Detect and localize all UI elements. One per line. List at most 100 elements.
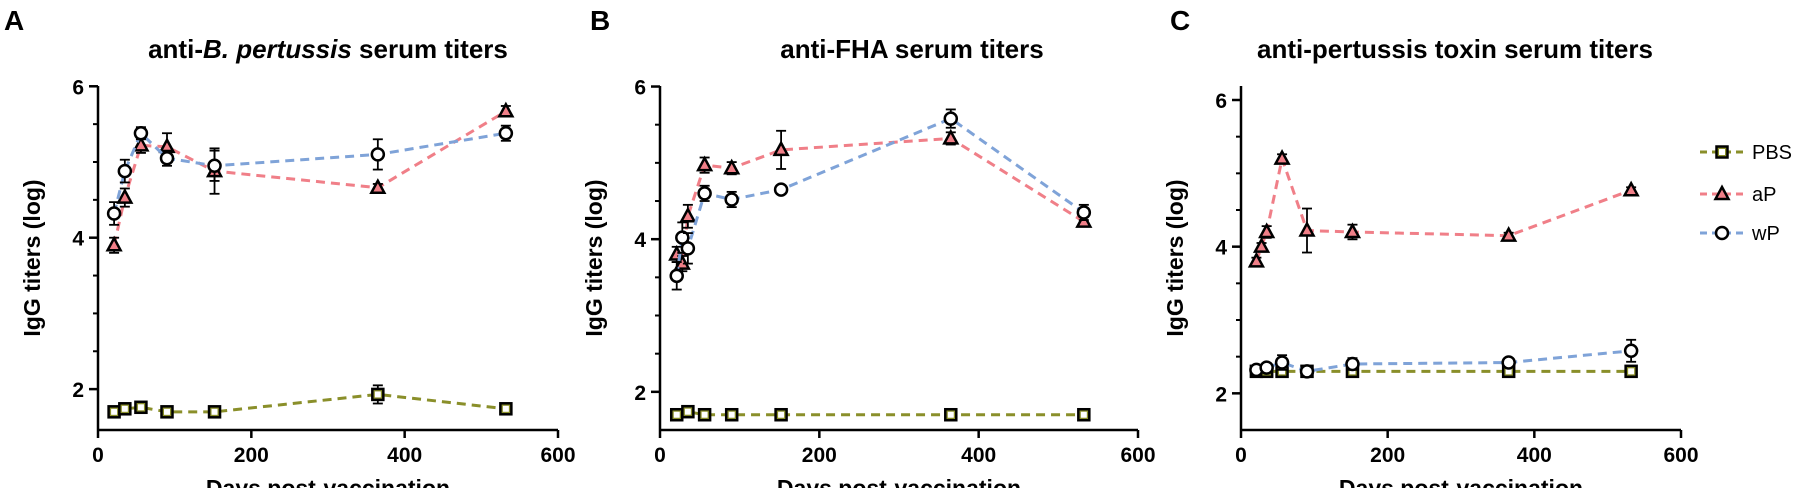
series-line	[1254, 153, 1632, 262]
data-point-triangle	[942, 128, 960, 145]
data-point-square-inner	[374, 391, 381, 398]
title-part: serum titers	[352, 34, 508, 64]
legend-label: PBS	[1752, 142, 1792, 164]
data-point-triangle	[1258, 222, 1276, 239]
x-tick-label: 0	[1235, 444, 1247, 467]
x-tick-label: 0	[92, 444, 104, 467]
x-tick-label: 600	[1120, 444, 1155, 467]
series-pbs	[669, 404, 1091, 422]
series-wp	[1249, 338, 1639, 379]
data-point-circle	[207, 158, 222, 174]
data-point-triangle	[1622, 180, 1640, 197]
data-point-triangle	[1252, 237, 1271, 253]
data-point-square-inner	[673, 411, 680, 418]
series-line	[112, 109, 507, 246]
data-point-triangle	[116, 187, 134, 204]
y-tick-label: 4	[634, 229, 646, 252]
data-point-circle	[943, 111, 959, 126]
data-point-square-inner	[121, 405, 128, 412]
y-tick-label: 6	[634, 77, 646, 100]
data-point-circle	[1623, 343, 1639, 359]
series-wp	[106, 124, 514, 226]
data-point-circle	[106, 206, 122, 221]
y-tick-label: 2	[72, 379, 84, 402]
data-point-circle	[669, 268, 684, 284]
data-point-triangle	[1273, 149, 1291, 165]
panel-letter: C	[1170, 5, 1190, 36]
data-point-triangle	[497, 101, 515, 118]
data-point-triangle	[1343, 222, 1362, 239]
x-axis-label: Days post-vaccination	[1339, 475, 1583, 488]
data-point-triangle	[1247, 251, 1265, 268]
data-point-triangle	[1713, 184, 1731, 201]
series-pbs	[107, 384, 513, 419]
series-ap	[1247, 149, 1640, 268]
data-point-circle	[159, 150, 175, 166]
data-point-square-inner	[1349, 368, 1356, 375]
title-part: anti-pertussis toxin serum titers	[1257, 34, 1653, 64]
x-tick-label: 200	[1370, 444, 1405, 467]
x-tick-label: 400	[1517, 444, 1552, 467]
panel-letter: A	[4, 5, 24, 36]
x-tick-label: 200	[234, 444, 269, 467]
data-point-circle	[1076, 205, 1092, 220]
data-point-circle	[680, 241, 696, 256]
data-point-circle	[370, 147, 386, 162]
data-point-circle	[1714, 225, 1730, 241]
y-axis-label: IgG titers (log)	[19, 179, 45, 336]
title-italic-part: B. pertussis	[203, 34, 352, 64]
data-point-triangle	[772, 140, 790, 157]
y-tick-label: 6	[1215, 90, 1227, 113]
panel-letter: B	[590, 5, 610, 36]
data-point-triangle	[369, 178, 387, 194]
data-point-triangle	[696, 155, 714, 172]
y-tick-label: 2	[1215, 383, 1227, 406]
data-point-square-inner	[1279, 368, 1286, 375]
data-point-circle	[117, 163, 133, 179]
data-point-circle	[133, 125, 149, 141]
legend: PBS aP wP	[1700, 142, 1792, 245]
data-point-square-inner	[1080, 411, 1087, 418]
legend-label: aP	[1752, 184, 1776, 206]
data-point-triangle	[132, 135, 150, 152]
x-tick-label: 600	[540, 444, 575, 467]
y-tick-label: 4	[1215, 237, 1227, 260]
data-point-circle	[1501, 355, 1516, 370]
data-point-circle	[773, 182, 789, 197]
x-tick-label: 400	[961, 444, 996, 467]
data-point-circle	[1299, 364, 1315, 379]
data-point-square-inner	[1505, 368, 1512, 375]
data-point-triangle	[105, 235, 123, 252]
data-point-circle	[724, 192, 739, 207]
chart-title: anti-FHA serum titers	[780, 34, 1043, 64]
title-part: anti-	[148, 34, 203, 64]
data-point-triangle	[723, 158, 741, 175]
data-point-circle	[498, 125, 514, 141]
chart-title: anti-B. pertussis serum titers	[148, 34, 508, 64]
y-axis-label: IgG titers (log)	[581, 179, 607, 336]
x-tick-label: 400	[387, 444, 422, 467]
series-wp	[669, 108, 1092, 291]
data-point-triangle	[1500, 226, 1518, 242]
y-tick-label: 4	[72, 228, 84, 251]
data-point-square-inner	[684, 408, 691, 415]
x-tick-label: 200	[802, 444, 837, 467]
legend-label: wP	[1751, 223, 1780, 245]
data-point-square-inner	[947, 411, 954, 418]
data-point-triangle	[679, 206, 697, 223]
legend-item-pbs: PBS	[1700, 142, 1792, 164]
chart-title: anti-pertussis toxin serum titers	[1257, 34, 1653, 64]
data-point-square-inner	[1719, 149, 1725, 155]
legend-item-ap: aP	[1700, 184, 1776, 206]
x-tick-label: 0	[654, 444, 666, 467]
data-point-square-inner	[211, 408, 218, 415]
x-tick-label: 600	[1663, 444, 1698, 467]
data-point-circle	[1259, 360, 1274, 375]
x-axis-label: Days post-vaccination	[206, 475, 450, 488]
data-point-square-inner	[111, 408, 118, 415]
y-axis-label: IgG titers (log)	[1162, 179, 1188, 336]
